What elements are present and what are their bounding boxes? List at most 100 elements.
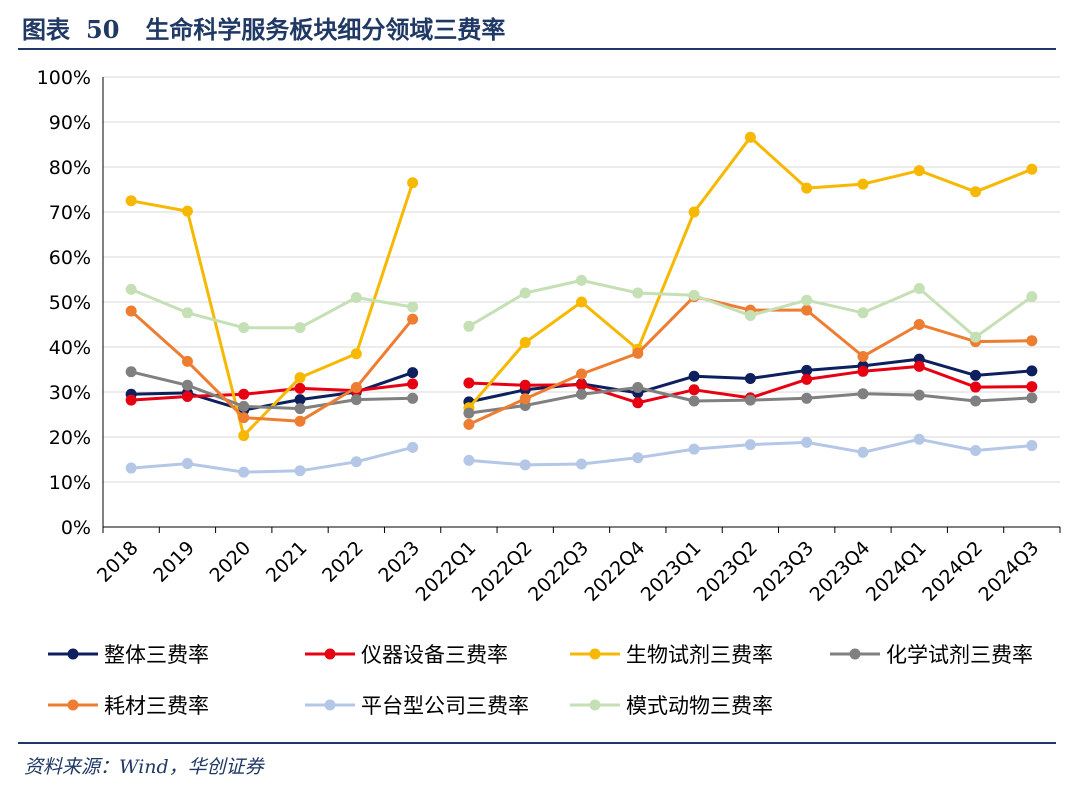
x-tick-label: 2022Q4	[580, 537, 649, 606]
y-tick-label: 0%	[61, 517, 91, 539]
legend-entry: 生物试剂三费率	[626, 643, 773, 667]
x-tick-label: 2020	[206, 537, 256, 587]
data-point	[576, 368, 587, 380]
y-tick-label: 70%	[49, 202, 91, 224]
data-point	[1026, 381, 1038, 393]
line-chart: 0% 10% 20% 30% 40% 50% 60% 70% 80% 90% 100% 2018 201…	[37, 67, 1061, 718]
data-point	[519, 459, 531, 471]
legend-entry: 平台型公司三费率	[361, 694, 529, 718]
data-point	[350, 292, 362, 303]
data-point	[576, 379, 587, 391]
x-tick-label: 2022Q2	[468, 537, 537, 606]
y-tick-label: 60%	[49, 247, 91, 269]
data-point	[913, 319, 925, 330]
data-point	[801, 373, 813, 385]
series-line	[130, 288, 413, 330]
data-point	[632, 397, 644, 409]
data-point	[688, 289, 700, 301]
data-point	[913, 165, 925, 177]
legend-entry: 整体三费率	[104, 643, 209, 667]
data-point	[744, 131, 756, 143]
data-point	[688, 370, 700, 382]
x-tick-label: 2023	[374, 537, 424, 587]
data-point	[576, 388, 587, 400]
data-point	[1026, 440, 1038, 452]
data-point	[407, 367, 419, 379]
x-tick-label: 2022Q1	[412, 537, 481, 606]
data-point	[181, 391, 193, 402]
data-point	[463, 377, 475, 389]
data-point	[407, 441, 419, 453]
legend-entry: 仪器设备三费率	[361, 643, 508, 667]
x-tick-label: 2022Q3	[524, 537, 593, 606]
data-point	[294, 403, 306, 415]
data-point	[688, 206, 700, 218]
data-point	[125, 366, 137, 378]
series-line	[130, 370, 413, 411]
data-point	[1026, 392, 1038, 404]
data-point	[688, 384, 700, 396]
x-tick-label: 2024Q1	[862, 537, 931, 606]
data-point	[181, 205, 193, 217]
data-point	[181, 379, 193, 391]
data-point	[181, 355, 193, 367]
legend-swatch-marker	[67, 699, 79, 711]
data-point	[238, 412, 250, 424]
data-point	[238, 322, 250, 334]
data-point	[294, 322, 306, 334]
data-point	[632, 347, 644, 359]
data-point	[125, 195, 137, 207]
legend-swatch-marker	[324, 648, 336, 660]
data-point	[857, 446, 869, 458]
data-point	[801, 436, 813, 448]
legend-swatch-marker	[849, 648, 861, 660]
legend-swatch-marker	[324, 699, 336, 711]
header-rule	[18, 48, 1056, 50]
data-point	[970, 445, 982, 456]
data-point	[125, 394, 137, 406]
data-point	[913, 360, 925, 372]
series-line	[131, 382, 413, 402]
legend-entry: 耗材三费率	[104, 694, 209, 718]
data-point	[1026, 163, 1038, 175]
data-point	[181, 458, 193, 470]
x-tick-label: 2024Q2	[918, 537, 987, 606]
data-point	[576, 274, 587, 286]
y-tick-label: 50%	[49, 292, 91, 314]
figure-title: 图表 50 生命科学服务板块细分领域三费率	[22, 10, 505, 50]
data-point	[744, 373, 756, 384]
x-tick-label: 2023Q1	[637, 537, 706, 606]
y-tick-label: 100%	[37, 67, 91, 89]
data-point	[294, 372, 306, 384]
x-tick-label: 2023Q2	[693, 537, 762, 606]
data-point	[294, 465, 306, 477]
y-tick-label: 20%	[49, 427, 91, 449]
data-point	[576, 458, 587, 470]
data-point	[1026, 335, 1038, 347]
x-tick-label: 2022	[318, 537, 368, 587]
data-point	[801, 304, 813, 316]
data-point	[519, 337, 531, 348]
data-point	[125, 462, 137, 474]
series-line	[130, 445, 413, 474]
x-tick-label: 2024Q3	[975, 537, 1044, 606]
y-tick-label: 90%	[49, 112, 91, 134]
data-point	[238, 466, 250, 478]
data-point	[801, 294, 813, 306]
data-point	[913, 389, 925, 401]
data-point	[801, 392, 813, 404]
x-tick-label: 2023Q4	[806, 537, 875, 606]
data-point	[744, 439, 756, 451]
data-point	[181, 307, 193, 319]
data-point	[857, 365, 869, 377]
data-point	[576, 296, 587, 308]
data-point	[1026, 365, 1038, 377]
data-point	[688, 443, 700, 455]
data-point	[294, 394, 306, 406]
data-point	[463, 418, 475, 430]
data-point	[519, 287, 531, 299]
legend-swatch-marker	[67, 648, 79, 660]
data-point	[519, 393, 531, 405]
y-tick-label: 30%	[49, 382, 91, 404]
data-point	[913, 433, 925, 445]
